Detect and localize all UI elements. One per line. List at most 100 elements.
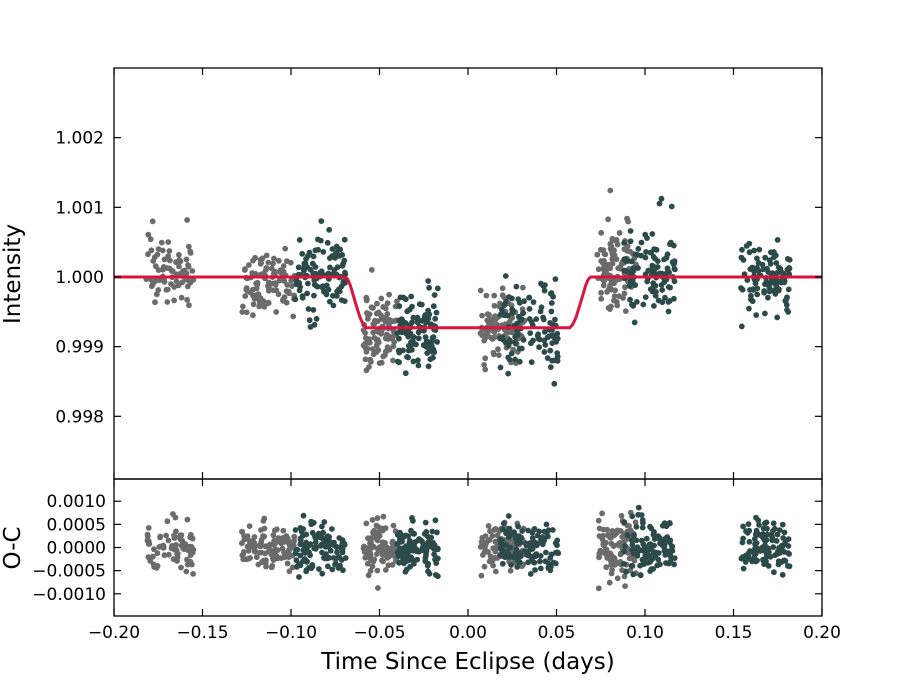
- residual-point: [482, 533, 489, 539]
- residual-point: [602, 539, 608, 546]
- residual-point: [609, 567, 615, 573]
- data-point: [250, 257, 256, 264]
- residual-point: [621, 519, 628, 525]
- residual-point: [756, 522, 762, 528]
- residual-point: [244, 543, 251, 550]
- data-point: [151, 254, 158, 261]
- data-point: [528, 359, 535, 365]
- residual-point: [380, 558, 386, 565]
- residual-point: [434, 529, 440, 536]
- data-point: [370, 304, 376, 311]
- data-point: [284, 258, 290, 265]
- data-point: [304, 264, 311, 270]
- residual-point: [241, 549, 247, 555]
- residual-point: [414, 556, 421, 563]
- data-point: [613, 299, 620, 305]
- data-point: [668, 239, 674, 246]
- residual-point: [272, 552, 278, 559]
- data-point: [514, 320, 520, 327]
- residual-point: [184, 516, 191, 523]
- data-point: [263, 267, 269, 273]
- data-point: [326, 298, 333, 305]
- data-point: [635, 245, 642, 252]
- data-point: [149, 218, 156, 225]
- data-point: [311, 292, 317, 299]
- residual-point: [511, 529, 517, 535]
- residual-point: [654, 562, 661, 569]
- residual-point: [434, 555, 440, 561]
- residual-point: [532, 553, 539, 560]
- residual-point: [385, 562, 392, 569]
- y-tick-label: 0.999: [55, 338, 104, 358]
- data-point: [303, 256, 309, 262]
- data-point: [594, 251, 601, 258]
- residual-point: [779, 571, 786, 578]
- data-point: [376, 360, 383, 366]
- residual-point: [399, 552, 406, 559]
- residual-point: [326, 534, 332, 540]
- data-point: [762, 281, 768, 288]
- residual-point: [382, 567, 389, 573]
- data-point: [606, 284, 613, 291]
- residual-point: [763, 519, 770, 526]
- residual-point: [505, 513, 512, 519]
- data-point: [315, 236, 321, 243]
- data-point: [505, 342, 512, 349]
- data-point: [505, 354, 512, 361]
- residual-point: [289, 539, 296, 545]
- residual-point: [145, 525, 152, 531]
- data-point: [502, 312, 508, 319]
- data-point: [535, 335, 542, 342]
- residual-point: [258, 527, 264, 533]
- residual-point: [531, 526, 537, 533]
- data-point: [371, 334, 378, 341]
- residual-point: [765, 563, 772, 569]
- residual-point: [374, 551, 380, 557]
- data-point: [312, 247, 319, 254]
- data-point: [765, 294, 771, 301]
- residual-point: [640, 520, 646, 526]
- residual-point: [270, 557, 277, 563]
- residual-point: [269, 562, 276, 569]
- data-point: [540, 283, 547, 289]
- residual-point: [189, 546, 196, 553]
- data-point: [265, 300, 272, 307]
- data-point: [658, 195, 665, 202]
- residual-point: [739, 539, 746, 546]
- data-point: [382, 315, 388, 321]
- data-point: [165, 253, 172, 259]
- data-point: [310, 307, 317, 313]
- data-point: [600, 282, 607, 289]
- data-point: [171, 284, 178, 290]
- data-point: [635, 265, 641, 271]
- residual-point: [543, 521, 550, 528]
- data-point: [516, 299, 523, 306]
- residual-point: [333, 555, 340, 562]
- residual-point: [281, 549, 287, 556]
- data-point: [159, 247, 166, 254]
- data-point: [422, 334, 429, 341]
- data-point: [656, 200, 663, 207]
- data-point: [305, 280, 311, 287]
- residual-point: [658, 539, 665, 545]
- residual-point: [376, 544, 383, 550]
- residual-point: [367, 567, 374, 574]
- residual-point: [329, 566, 336, 573]
- data-point: [552, 316, 558, 323]
- data-point: [431, 292, 438, 298]
- data-point: [428, 321, 434, 327]
- residual-point: [157, 533, 164, 540]
- data-point: [497, 364, 504, 371]
- data-point: [296, 237, 303, 243]
- data-point: [378, 331, 385, 337]
- data-point: [495, 346, 501, 353]
- residual-point: [394, 541, 401, 547]
- data-point: [420, 342, 427, 349]
- data-point: [147, 236, 154, 243]
- residual-point: [322, 542, 329, 549]
- data-point: [382, 348, 389, 355]
- data-point: [313, 316, 320, 322]
- residual-point: [151, 546, 157, 553]
- residual-point: [326, 538, 333, 545]
- data-point: [643, 249, 649, 255]
